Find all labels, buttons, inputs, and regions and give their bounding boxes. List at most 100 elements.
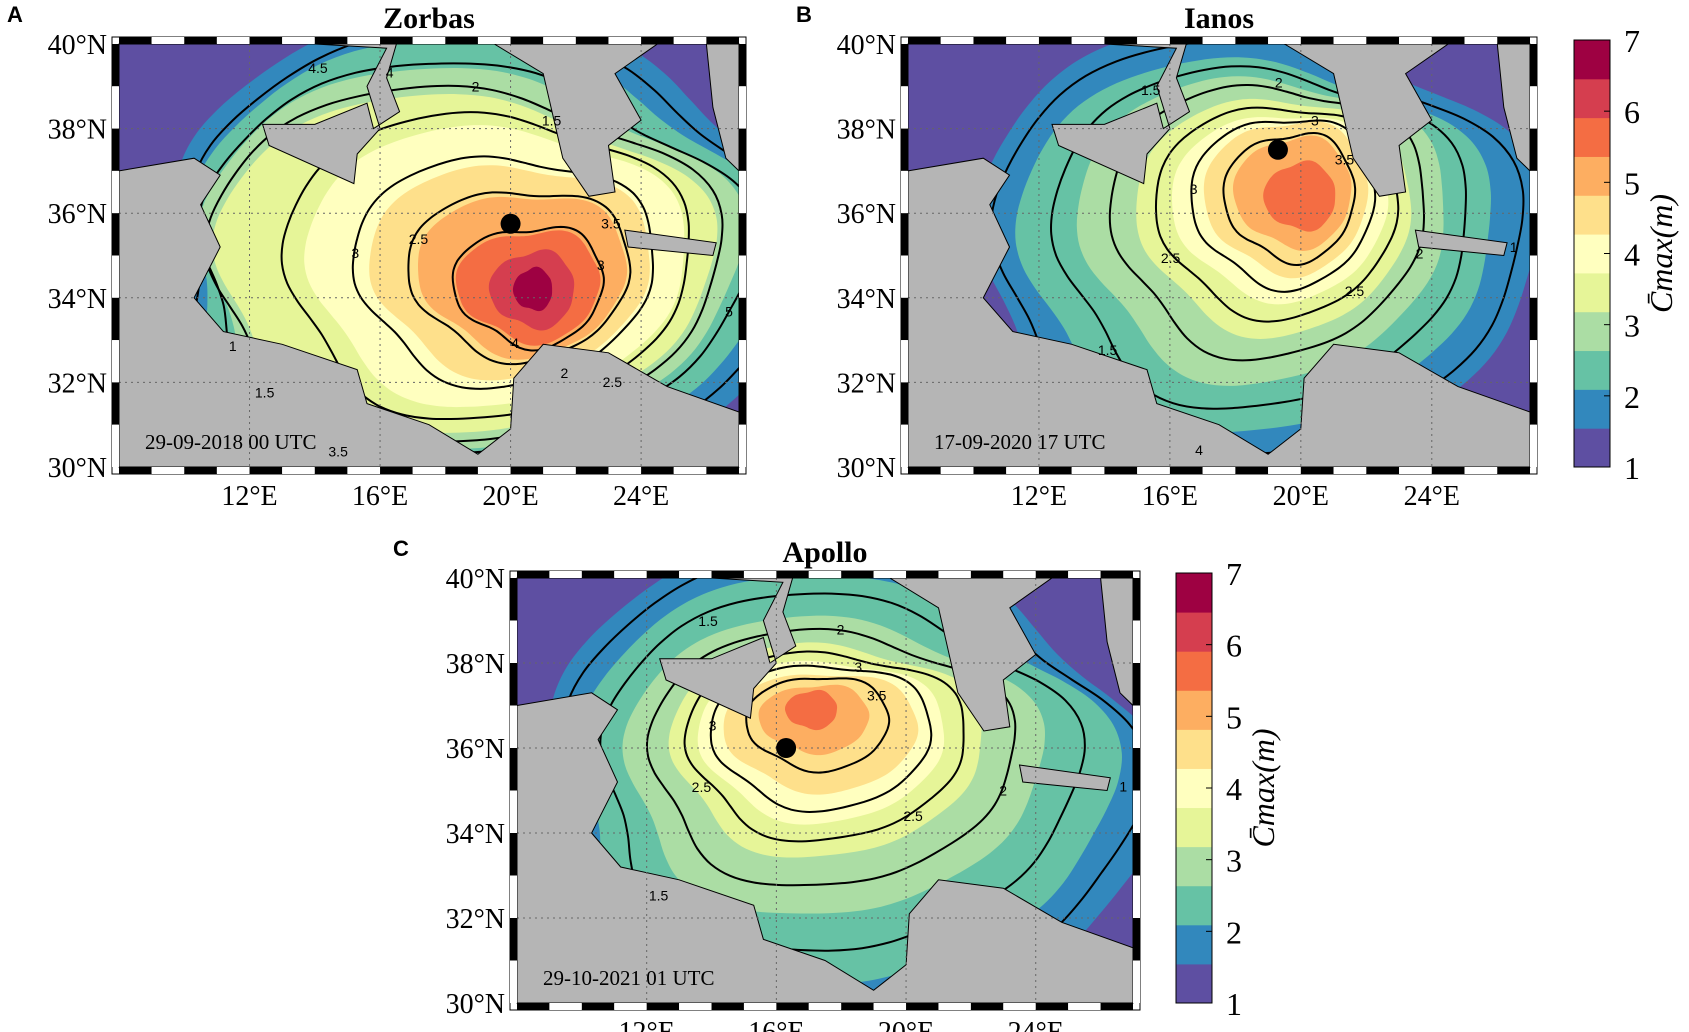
frame-tick (1133, 578, 1140, 621)
frame-tick (938, 571, 971, 578)
frame-tick (743, 1003, 777, 1010)
contour-line (709, 664, 933, 813)
frame-tick (739, 86, 746, 129)
lat-tick-label: 40°N (446, 564, 505, 595)
map-panel-c: 1 1.5 2 2.5 3 3.5 4 1.5 2 2.5 3 40°N 38°N 36°N 34°N 32°… (393, 536, 1141, 1032)
lat-tick-label: 30°N (837, 453, 896, 484)
frame-tick (739, 382, 746, 425)
frame-tick (901, 128, 908, 171)
contour-line (645, 627, 1017, 887)
frame-tick (581, 1003, 615, 1010)
frame-tick (112, 213, 119, 256)
lat-tick-label: 34°N (837, 284, 896, 315)
land-mass (517, 692, 1133, 1003)
contour-line (745, 677, 891, 774)
frame-tick (249, 467, 283, 474)
frame-tick (901, 213, 908, 256)
frame-tick (1071, 467, 1105, 474)
colorbar-tick-label: 5 (1226, 699, 1242, 735)
colorbar-swatch (1574, 40, 1610, 80)
contour-line (1154, 106, 1400, 323)
contour-label: 3 (854, 659, 862, 675)
frame-tick (1133, 918, 1140, 961)
colorbar-tick-label: 2 (1624, 379, 1640, 415)
frame-tick (1530, 382, 1537, 425)
frame-tick (282, 37, 315, 44)
frame-tick (776, 1003, 809, 1010)
colorbar-tick-label: 3 (1226, 843, 1242, 879)
frame-tick (970, 571, 1004, 578)
contour-label: 3.5 (328, 443, 348, 459)
frame-tick (1530, 128, 1537, 171)
frame-tick (841, 1003, 874, 1010)
frame-tick (510, 748, 517, 791)
frame-tick (1431, 467, 1465, 474)
frame-tick (119, 467, 152, 474)
frame-tick (706, 467, 739, 474)
contour-label: 4 (1195, 442, 1203, 458)
cyclone-center-marker (776, 738, 797, 758)
contour-label: 3 (1311, 113, 1319, 129)
contour-label: 2.5 (409, 231, 429, 247)
contour-label: 2.5 (692, 779, 712, 795)
frame-tick (1133, 790, 1140, 833)
frame-tick (1133, 833, 1140, 876)
cyclone-center-marker (1267, 139, 1288, 160)
frame-tick (743, 571, 777, 578)
frame-tick (445, 467, 478, 474)
frame-tick (608, 467, 642, 474)
lon-tick-label: 16°E (1142, 481, 1198, 512)
contour-label: 1 (1510, 239, 1518, 255)
frame-tick (112, 255, 119, 298)
frame-tick (184, 467, 217, 474)
contour-label: 2.5 (903, 808, 923, 824)
frame-tick (1202, 37, 1236, 44)
colorbar-tick-label: 7 (1624, 23, 1640, 59)
colorbar-swatch (1176, 651, 1212, 691)
colorbar-swatch (1176, 729, 1212, 769)
contour-label: 1.5 (1098, 342, 1118, 358)
colorbar-tick-label: 1 (1226, 986, 1242, 1022)
frame-tick (970, 1003, 1004, 1010)
lon-tick-label: 16°E (352, 481, 408, 512)
frame-tick (510, 790, 517, 833)
frame-tick (543, 37, 576, 44)
contour-line (683, 650, 965, 843)
colorbar-swatch (1176, 807, 1212, 848)
frame-tick (1464, 37, 1498, 44)
frame-tick (510, 578, 517, 621)
panel-title: Apollo (782, 536, 867, 569)
frame-tick (901, 424, 908, 467)
contour-label: 3 (1190, 181, 1198, 197)
contour-label: 4 (386, 65, 394, 81)
colorbar-swatch (1574, 389, 1610, 429)
frame-tick (1235, 37, 1269, 44)
frame-tick (314, 37, 348, 44)
lon-tick-label: 20°E (1273, 481, 1329, 512)
frame-tick (973, 467, 1007, 474)
land-mass (517, 578, 797, 719)
contour-label: 2.5 (1345, 283, 1365, 299)
frame-tick (549, 571, 582, 578)
frame-tick (347, 37, 381, 44)
contour-label: 2 (1416, 246, 1424, 262)
frame-tick (906, 571, 939, 578)
lon-tick-label: 24°E (613, 481, 669, 512)
frame-tick (1399, 37, 1432, 44)
panel-title: Zorbas (383, 2, 475, 35)
colorbar-label: C̄max(m) (1245, 728, 1281, 847)
frame-tick (112, 382, 119, 425)
frame-tick (112, 86, 119, 129)
frame-tick (739, 297, 746, 341)
frame-tick (646, 1003, 680, 1010)
frame-tick (1133, 875, 1140, 918)
colorbar-swatch (1176, 846, 1212, 887)
frame-tick (739, 213, 746, 256)
frame-tick (614, 1003, 647, 1010)
frame-tick (646, 571, 680, 578)
frame-tick (151, 37, 185, 44)
frame-tick (477, 467, 511, 474)
lon-tick-label: 24°E (1404, 481, 1460, 512)
colorbar-swatch (1176, 612, 1212, 652)
frame-tick (908, 37, 941, 44)
